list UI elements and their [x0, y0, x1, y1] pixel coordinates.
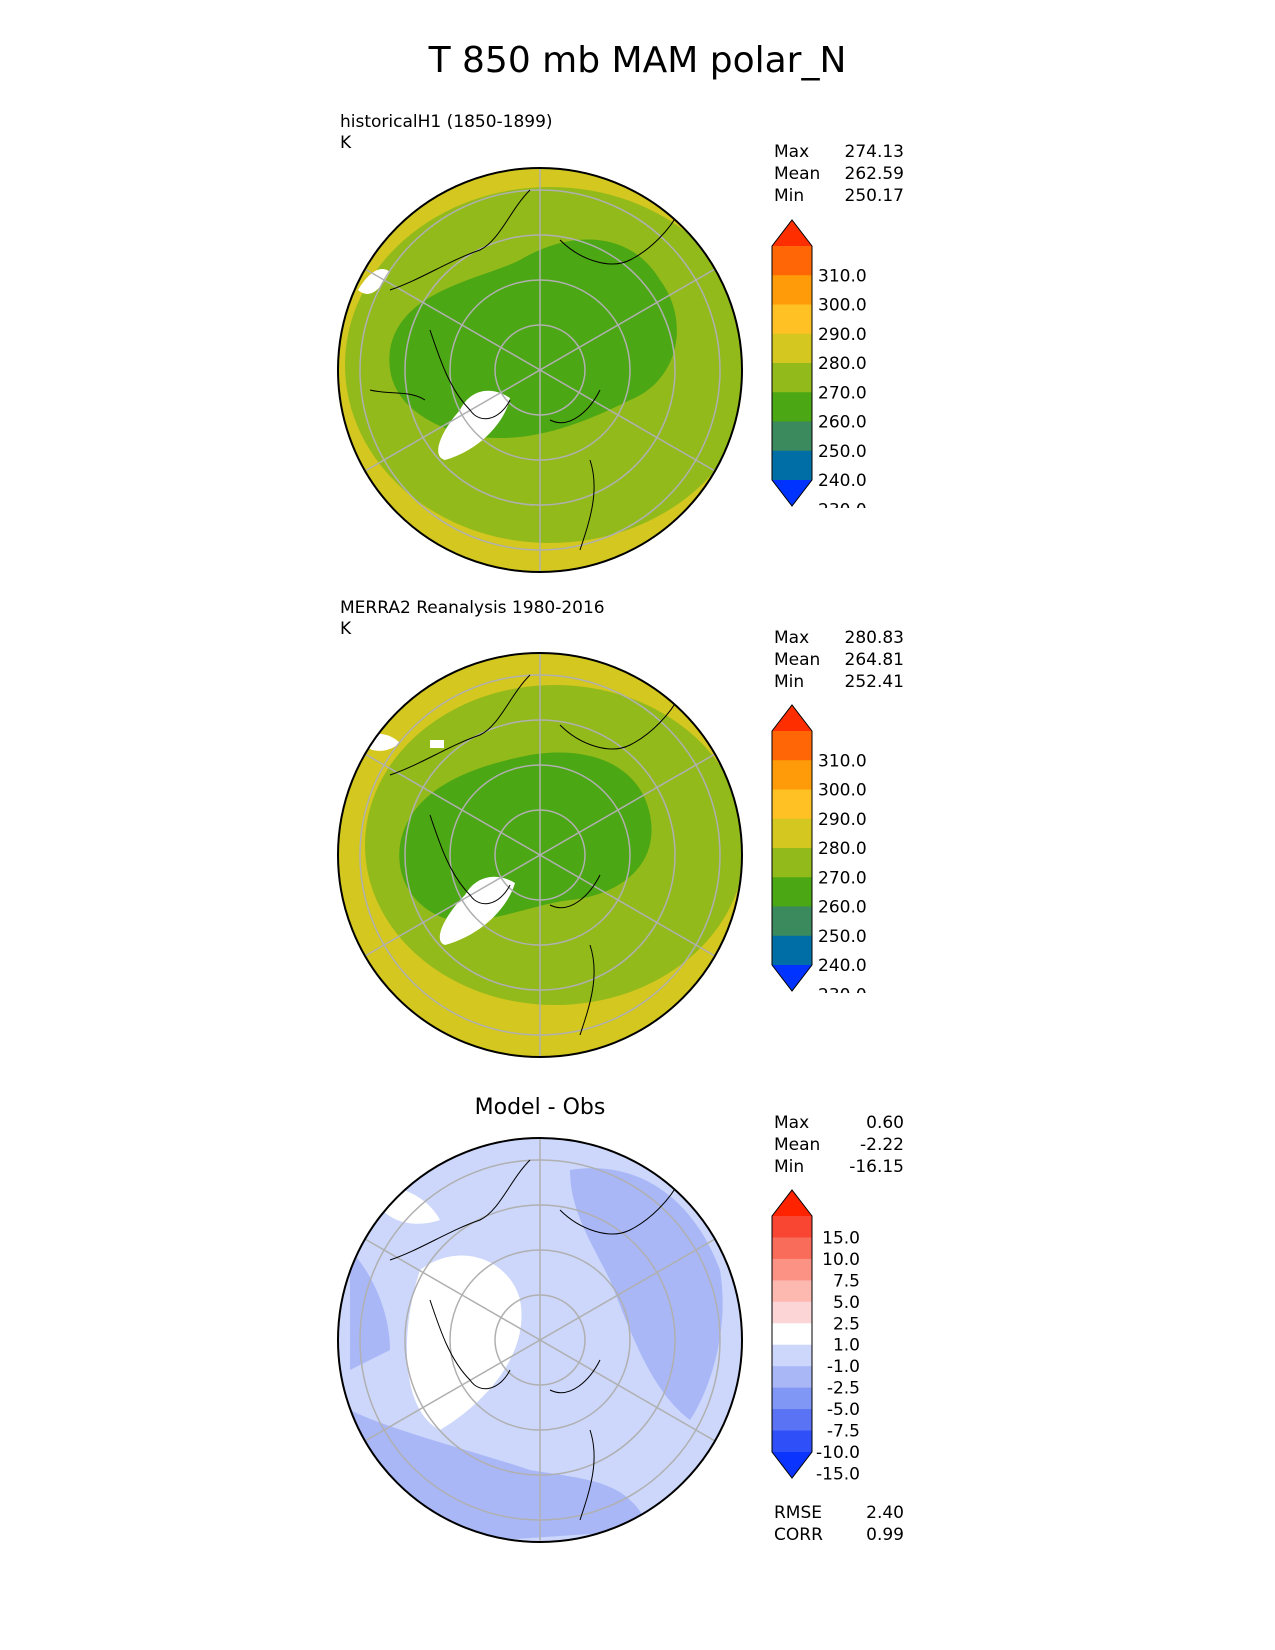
colorbar-outline	[771, 219, 813, 507]
panel-2-colorbar: 310.0 300.0 290.0 280.0 270.0 260.0 250.0 240.0…	[771, 704, 867, 993]
colorbar-tick-label: 280.0	[818, 839, 867, 859]
colorbar-tick-label: 260.0	[818, 898, 867, 918]
colorbar-tick-label: 2.5	[833, 1314, 860, 1334]
panel-1-colorbar: 310.0 300.0 290.0 280.0 270.0 260.0 250.0 240.0…	[771, 219, 867, 508]
colorbar-tick-label: 15.0	[822, 1228, 860, 1248]
colorbar-outline	[771, 704, 813, 992]
colorbar-extend-min	[772, 480, 812, 506]
colorbar-tick-label: 250.0	[818, 442, 867, 462]
colorbar-segment	[772, 1409, 812, 1432]
panel-3-metrics: RMSE 2.40 CORR 0.99	[774, 1503, 904, 1545]
panel-1-map	[337, 167, 743, 573]
colorbar-tick-label: -2.5	[827, 1379, 860, 1399]
colorbar-tick-label: 250.0	[818, 927, 867, 947]
colorbar-segment	[772, 246, 812, 276]
colorbar-tick-label: 300.0	[818, 296, 867, 316]
colorbar-segment	[772, 789, 812, 820]
colorbar-tick-label: 240.0	[818, 471, 867, 491]
colorbar-segment	[772, 818, 812, 849]
colorbar-segment	[772, 421, 812, 452]
colorbar-segment	[772, 1323, 812, 1346]
panel-1-label: historicalH1 (1850-1899) K	[340, 112, 553, 154]
greenland-mask	[438, 390, 510, 460]
colorbar-segment	[772, 1258, 812, 1281]
colorbar-tick-label: -10.0	[816, 1443, 860, 1463]
colorbar-segment	[772, 1237, 812, 1260]
colorbar-tick-label: 5.0	[833, 1293, 860, 1313]
colorbar-tick-label: 310.0	[818, 266, 867, 286]
panel-1-label-line2: K	[340, 133, 352, 153]
panel-3-stats: Max 0.60 Mean -2.22 Min -16.15	[774, 1113, 904, 1177]
colorbar-segment	[772, 906, 812, 937]
colorbar-extend-max	[772, 705, 812, 731]
missing-data-mask	[358, 269, 390, 294]
panel-2-label: MERRA2 Reanalysis 1980-2016 K	[340, 598, 605, 640]
panel-3-map	[337, 1137, 743, 1543]
coastlines	[369, 189, 681, 551]
colorbar-tick-label: 310.0	[818, 751, 867, 771]
colorbar-segment	[772, 1301, 812, 1324]
colorbar-tick-label: -5.0	[827, 1400, 860, 1420]
colorbar-tick-label: -1.0	[827, 1357, 860, 1377]
graticule	[359, 168, 721, 572]
panel-2-label-line2: K	[340, 619, 352, 639]
colorbar-tick-label: -15.0	[816, 1464, 860, 1480]
colorbar-segment	[772, 935, 812, 966]
colorbar-extend-min	[772, 965, 812, 991]
colorbar-tick-label: 10.0	[822, 1250, 860, 1270]
colorbar-tick-label: -7.5	[827, 1422, 860, 1442]
colorbar-tick-label: 270.0	[818, 383, 867, 403]
colorbar-outline	[771, 1189, 813, 1479]
colorbar-tick-label: 1.0	[833, 1336, 860, 1356]
figure-title: T 850 mb MAM polar_N	[428, 40, 847, 81]
colorbar-segment	[772, 1216, 812, 1238]
colorbar-tick-label: 230.0	[818, 985, 867, 993]
colorbar-segment	[772, 1344, 812, 1367]
field-band-250-260	[389, 239, 677, 439]
colorbar-segment	[772, 450, 812, 481]
colorbar-segment	[772, 1366, 812, 1389]
colorbar-tick-label: 7.5	[833, 1271, 860, 1291]
colorbar-tick-label: 290.0	[818, 325, 867, 345]
panel-3-colorbar: 15.010.07.55.02.51.0-1.0-2.5-5.0-7.5-10.…	[771, 1189, 860, 1480]
panel-3-title: Model - Obs	[474, 1095, 606, 1120]
colorbar-segment	[772, 877, 812, 907]
colorbar-extend-max	[772, 1190, 812, 1216]
colorbar-segment	[772, 731, 812, 761]
colorbar-tick-label: 300.0	[818, 781, 867, 801]
panel-1-label-line1: historicalH1 (1850-1899)	[340, 112, 553, 132]
colorbar-segment	[772, 760, 812, 790]
colorbar-segment	[772, 275, 812, 305]
colorbar-tick-label: 240.0	[818, 956, 867, 976]
colorbar-tick-label: 280.0	[818, 354, 867, 374]
panel-2-map	[337, 652, 743, 1058]
colorbar-tick-label: 270.0	[818, 868, 867, 888]
colorbar-segment	[772, 1280, 812, 1303]
panel-1-stats: Max 274.13 Mean 262.59 Min 250.17	[774, 142, 904, 206]
colorbar-extend-min	[772, 1452, 812, 1478]
panel-2-stats: Max 280.83 Mean 264.81 Min 252.41	[774, 628, 904, 692]
colorbar-tick-label: 230.0	[818, 500, 867, 508]
colorbar-tick-label: 260.0	[818, 413, 867, 433]
colorbar-segment	[772, 1430, 812, 1453]
colorbar-segment	[772, 304, 812, 335]
colorbar-segment	[772, 1387, 812, 1410]
colorbar-segment	[772, 363, 812, 393]
map-boundary	[337, 167, 743, 573]
colorbar-extend-max	[772, 220, 812, 246]
colorbar-segment	[772, 392, 812, 422]
panel-2-label-line1: MERRA2 Reanalysis 1980-2016	[340, 598, 605, 618]
colorbar-segment	[772, 333, 812, 364]
colorbar-tick-label: 290.0	[818, 810, 867, 830]
colorbar-segment	[772, 848, 812, 878]
